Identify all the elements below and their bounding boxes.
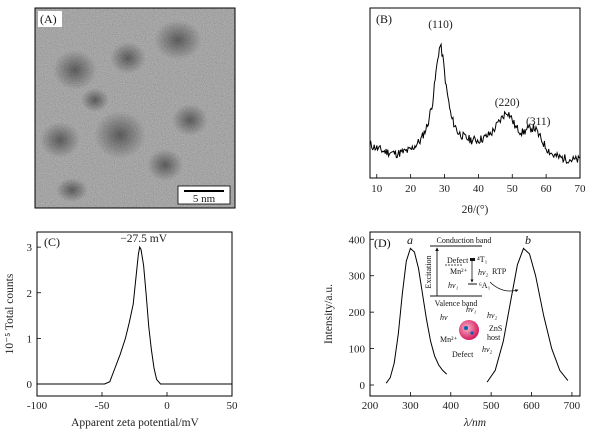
panel-d-x-tick-label: 300 bbox=[402, 400, 419, 412]
panel-b-frame bbox=[369, 7, 581, 179]
hv1-label: hν₁ bbox=[448, 281, 459, 290]
panel-d-x-tick-label: 600 bbox=[523, 400, 540, 412]
panel-b-x-tick-label: 40 bbox=[473, 183, 485, 195]
panel-c-label: (C) bbox=[44, 235, 60, 249]
panel-c-y-axis-label: 10⁻⁵ Total counts bbox=[4, 273, 16, 354]
panel-c-peak-annotation: −27.5 mV bbox=[120, 233, 167, 245]
panel-b-x-tick-label: 20 bbox=[405, 183, 417, 195]
valence-band-label: Valence band bbox=[435, 299, 478, 308]
panel-c-y-tick-label: 1 bbox=[27, 333, 33, 345]
panel-d-series-a-label: a bbox=[407, 233, 413, 247]
hv-label: hν bbox=[440, 313, 448, 322]
conduction-band-label: Conduction band bbox=[437, 236, 492, 245]
defect-level-label: Defect bbox=[447, 256, 469, 265]
t1-level-marker bbox=[470, 258, 475, 261]
panel-d-frame bbox=[369, 231, 581, 397]
panel-a-label-bg bbox=[38, 11, 62, 27]
a1-label: ⁶A₁ bbox=[479, 281, 491, 290]
excitation-label: Excitation bbox=[424, 256, 433, 289]
panel-d-y-tick-label: 100 bbox=[349, 344, 366, 356]
panel-a: (A) 5 nm bbox=[34, 7, 236, 209]
panel-c-y-tick-label: 2 bbox=[27, 288, 33, 300]
panel-c-frame bbox=[36, 231, 233, 397]
panel-b-peak-labels: (110) (220) (311) bbox=[428, 19, 550, 128]
panel-d-y-axis-label: Intensity/a.u. bbox=[323, 284, 335, 344]
nanoparticle-blobs bbox=[40, 20, 208, 202]
rtp-label: RTP bbox=[492, 267, 507, 276]
panel-d-ticks: 200 300 400 500 600 700 0 100 200 300 400 bbox=[349, 234, 581, 412]
panel-d-y-tick-label: 400 bbox=[349, 234, 366, 246]
panel-d-x-tick-label: 500 bbox=[483, 400, 500, 412]
panel-b: (B) 10 20 30 40 50 60 70 (110) (220) (311) 2θ/(°… bbox=[369, 7, 586, 216]
panel-d-y-tick-label: 0 bbox=[360, 380, 366, 392]
panel-d-x-tick-label: 200 bbox=[362, 400, 379, 412]
panel-b-label: (B) bbox=[376, 12, 392, 26]
panel-c-x-tick-label: -100 bbox=[27, 400, 48, 412]
panel-b-x-tick-label: 10 bbox=[371, 183, 383, 195]
zns-nanoparticle-sphere bbox=[459, 320, 479, 340]
panel-d-series-a-line bbox=[385, 247, 448, 384]
panel-b-x-tick-label: 60 bbox=[541, 183, 553, 195]
host-label: host bbox=[487, 333, 501, 342]
panel-b-peak-label: (311) bbox=[526, 116, 551, 128]
sphere-mn-label: Mn²⁺ bbox=[440, 335, 458, 344]
panel-d-series-b-line bbox=[486, 247, 569, 383]
mn-dopant-dot bbox=[464, 326, 468, 330]
panel-d-label: (D) bbox=[374, 236, 391, 250]
t1-label: ⁴T₁ bbox=[477, 255, 488, 264]
panel-c-x-axis-label: Apparent zeta potential/mV bbox=[71, 417, 199, 429]
panel-c-y-tick-label: 3 bbox=[27, 242, 33, 254]
zns-label: ZnS bbox=[489, 324, 502, 333]
panel-b-x-ticks: 10 20 30 40 50 60 70 bbox=[371, 174, 586, 195]
panel-c-x-tick-label: 0 bbox=[164, 400, 170, 412]
panel-b-x-tick-label: 70 bbox=[575, 183, 587, 195]
tem-frame bbox=[34, 7, 236, 209]
panel-d-inset-diagram: Conduction band Valence band Excitation … bbox=[424, 236, 519, 359]
panel-d-x-tick-label: 400 bbox=[443, 400, 460, 412]
panel-c-distribution-line bbox=[37, 245, 232, 385]
panel-b-peak-label: (110) bbox=[428, 19, 453, 31]
panel-a-label: (A) bbox=[40, 12, 57, 26]
sphere-hv1-label: hν₁ bbox=[466, 305, 477, 314]
sphere-lower-hv2-label: hν₂ bbox=[482, 345, 493, 354]
mn-level-label: Mn²⁺ bbox=[450, 267, 468, 276]
panel-c-ticks: -100 -50 0 50 0 1 2 3 bbox=[27, 242, 239, 412]
sphere-hv2-label: hν₂ bbox=[487, 311, 498, 320]
panel-b-x-axis-label: 2θ/(°) bbox=[462, 204, 489, 216]
panel-d-y-tick-label: 300 bbox=[349, 271, 366, 283]
panel-b-x-tick-label: 30 bbox=[439, 183, 451, 195]
panel-c-x-tick-label: 50 bbox=[227, 400, 239, 412]
panel-b-x-tick-label: 50 bbox=[507, 183, 519, 195]
scale-bar-label: 5 nm bbox=[193, 193, 216, 205]
panel-d-x-tick-label: 700 bbox=[564, 400, 581, 412]
hv2-label: hν₂ bbox=[478, 268, 489, 277]
panel-c-y-tick-label: 0 bbox=[27, 379, 33, 391]
panel-b-peak-label: (220) bbox=[495, 97, 520, 109]
rtp-arrow bbox=[489, 281, 519, 293]
sphere-defect-label: Defect bbox=[452, 350, 474, 359]
defect-dot bbox=[470, 331, 474, 335]
panel-b-xrd-line bbox=[369, 42, 581, 164]
panel-c: (C) -100 -50 0 50 0 1 2 3 −27.5 mV Apparent zet… bbox=[4, 231, 239, 429]
panel-c-x-tick-label: -50 bbox=[95, 400, 110, 412]
panel-d-y-tick-label: 200 bbox=[349, 307, 366, 319]
panel-d-series-b-label: b bbox=[525, 233, 531, 247]
panel-d-x-axis-label: λ/nm bbox=[463, 417, 486, 429]
